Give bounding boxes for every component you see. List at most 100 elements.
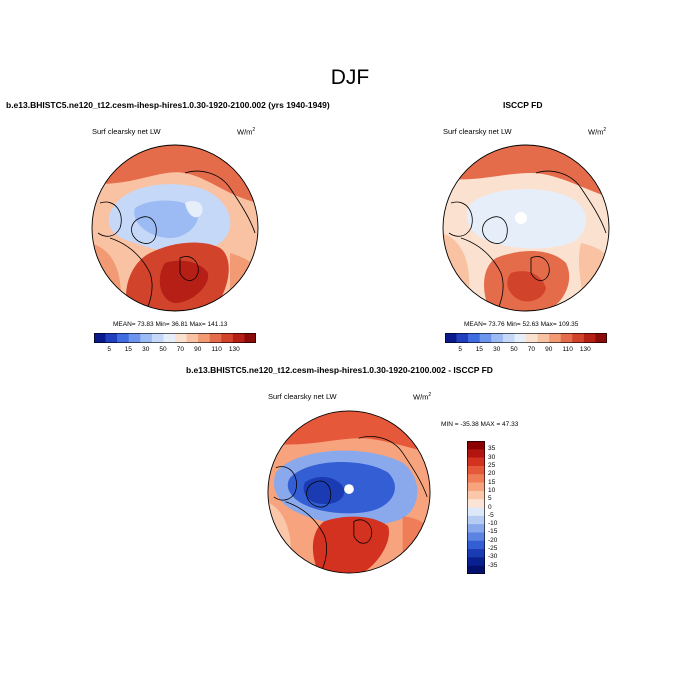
diff-units-label: W/m2 bbox=[413, 392, 431, 402]
obs-colorbar-tick: 30 bbox=[493, 346, 501, 353]
obs-map-atlantic-core bbox=[507, 271, 546, 302]
model-polar-map bbox=[91, 144, 259, 312]
model-colorbar-border bbox=[94, 333, 256, 343]
obs-colorbar-border bbox=[445, 333, 607, 343]
diff-colorbar-tick: 5 bbox=[488, 495, 492, 503]
model-colorbar-tick: 30 bbox=[142, 346, 150, 353]
obs-colorbar-tick: 110 bbox=[562, 346, 573, 353]
diff-colorbar-swatch bbox=[467, 515, 485, 525]
obs-colorbar bbox=[445, 333, 607, 343]
model-map-coast-siberia bbox=[184, 170, 256, 234]
obs-colorbar-swatch bbox=[479, 333, 492, 343]
diff-colorbar-swatch bbox=[467, 524, 485, 533]
diff-colorbar-tick: 20 bbox=[488, 470, 496, 478]
diff-map-pole-hole bbox=[344, 484, 354, 494]
obs-colorbar-swatch bbox=[549, 333, 562, 343]
model-colorbar-swatch bbox=[105, 333, 118, 343]
diff-colorbar-tick: 30 bbox=[488, 453, 496, 461]
model-colorbar bbox=[94, 333, 256, 343]
obs-colorbar-tick: 15 bbox=[475, 346, 483, 353]
diff-map-coast-siberia bbox=[358, 436, 428, 498]
model-colorbar-swatch bbox=[198, 333, 211, 343]
diff-units-base: W/m bbox=[413, 392, 429, 402]
diff-colorbar-swatch bbox=[467, 441, 485, 450]
model-map-border bbox=[91, 144, 259, 312]
obs-colorbar-swatch bbox=[456, 333, 469, 343]
obs-colorbar-swatch bbox=[468, 333, 481, 343]
diff-map-coast-labrador bbox=[285, 501, 327, 574]
diff-colorbar-tick: 25 bbox=[488, 461, 496, 469]
figure-title: DJF bbox=[330, 66, 370, 89]
obs-field-label: Surf clearsky net LW bbox=[443, 127, 512, 136]
diff-colorbar-tick: -25 bbox=[488, 545, 498, 553]
diff-colorbar-tick: 35 bbox=[488, 445, 496, 453]
obs-colorbar-swatch bbox=[572, 333, 585, 343]
model-map-pole-field bbox=[185, 201, 203, 218]
diff-colorbar-swatch bbox=[467, 540, 485, 550]
diff-map-coast-america bbox=[273, 466, 297, 501]
diff-panel-title: b.e13.BHISTC5.ne120_t12.cesm-ihesp-hires… bbox=[186, 365, 493, 375]
model-panel-title: b.e13.BHISTC5.ne120_t12.cesm-ihesp-hires… bbox=[6, 100, 330, 110]
diff-colorbar-swatch bbox=[467, 449, 485, 458]
model-field-label: Surf clearsky net LW bbox=[92, 127, 161, 136]
obs-colorbar-swatch bbox=[560, 333, 573, 343]
diff-field-label: Surf clearsky net LW bbox=[268, 392, 337, 401]
obs-colorbar-swatch bbox=[526, 333, 538, 343]
obs-panel-title: ISCCP FD bbox=[503, 100, 543, 110]
model-colorbar-swatch bbox=[232, 333, 245, 343]
diff-map-coast-scandinavia bbox=[353, 519, 373, 544]
diff-colorbar-swatch bbox=[467, 457, 485, 467]
diff-colorbar-tick: -15 bbox=[488, 528, 498, 536]
diff-map-coast-greenland bbox=[306, 480, 332, 508]
diff-colorbar-swatch bbox=[467, 482, 485, 492]
diff-map-east-field bbox=[402, 516, 431, 574]
model-colorbar-swatch bbox=[128, 333, 141, 343]
obs-colorbar-swatch bbox=[514, 333, 527, 343]
model-colorbar-swatch bbox=[140, 333, 153, 343]
model-colorbar-tick: 15 bbox=[124, 346, 132, 353]
model-colorbar-swatch bbox=[175, 333, 187, 343]
model-colorbar-tick: 50 bbox=[159, 346, 167, 353]
obs-units-label: W/m2 bbox=[588, 127, 606, 137]
diff-colorbar-tick: 0 bbox=[488, 503, 492, 511]
model-map-east-field bbox=[230, 253, 258, 311]
obs-colorbar-swatch bbox=[595, 333, 607, 343]
obs-units-exp: 2 bbox=[603, 127, 607, 133]
obs-colorbar-swatch bbox=[537, 333, 550, 343]
diff-colorbar-swatch bbox=[467, 465, 485, 475]
model-colorbar-swatch bbox=[209, 333, 222, 343]
obs-map-coast-greenland bbox=[482, 216, 508, 244]
diff-colorbar-swatch bbox=[467, 549, 485, 558]
model-units-base: W/m bbox=[237, 127, 253, 137]
diff-stats: MIN = -35.38 MAX = 47.33 bbox=[441, 421, 519, 428]
model-map-atlantic-core bbox=[159, 260, 209, 303]
diff-colorbar-tick: -5 bbox=[488, 511, 494, 519]
diff-colorbar-swatch bbox=[467, 565, 485, 574]
diff-colorbar-swatch bbox=[467, 557, 485, 566]
model-colorbar-tick: 90 bbox=[194, 346, 202, 353]
model-colorbar-swatch bbox=[186, 333, 199, 343]
diff-polar-map bbox=[267, 410, 431, 574]
diff-map-greenland-field bbox=[303, 477, 345, 505]
model-map-coast-greenland bbox=[131, 216, 157, 244]
obs-colorbar-tick: 50 bbox=[510, 346, 518, 353]
obs-stats: MEAN= 73.76 Min= 52.63 Max= 109.35 bbox=[464, 321, 579, 328]
model-colorbar-swatch bbox=[221, 333, 234, 343]
model-colorbar-tick: 110 bbox=[211, 346, 222, 353]
model-map-coast-labrador bbox=[109, 237, 153, 311]
diff-map-border bbox=[267, 410, 431, 574]
model-map-arctic-core bbox=[134, 200, 199, 238]
model-colorbar-swatch bbox=[117, 333, 130, 343]
diff-colorbar-tick: -35 bbox=[488, 561, 498, 569]
diff-colorbar bbox=[467, 441, 485, 574]
obs-map-coast-labrador bbox=[460, 237, 504, 311]
obs-colorbar-tick: 5 bbox=[458, 346, 463, 353]
model-units-label: W/m2 bbox=[237, 127, 255, 137]
diff-units-exp: 2 bbox=[428, 392, 432, 398]
obs-polar-map bbox=[442, 144, 610, 312]
model-colorbar-swatch bbox=[244, 333, 256, 343]
diff-colorbar-tick: 10 bbox=[488, 486, 496, 494]
obs-colorbar-swatch bbox=[445, 333, 457, 343]
obs-map-coast-siberia bbox=[535, 170, 607, 234]
obs-map-coast-america bbox=[448, 201, 473, 237]
